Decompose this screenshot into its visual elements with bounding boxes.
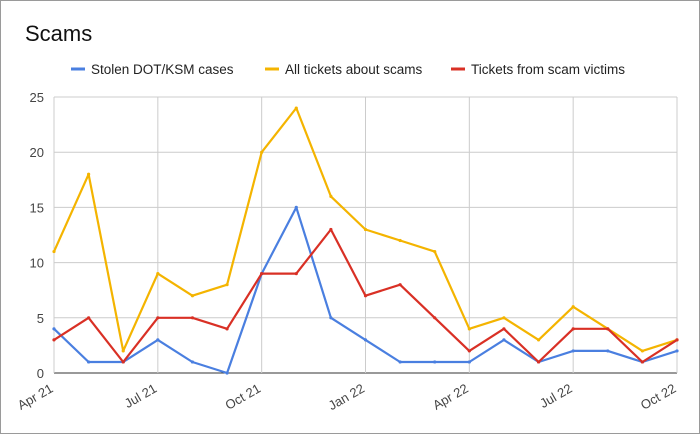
legend-label: All tickets about scams — [285, 62, 423, 77]
data-point — [52, 338, 56, 342]
data-point — [433, 249, 437, 254]
data-point — [121, 360, 125, 364]
data-point — [87, 360, 91, 364]
data-point — [640, 349, 644, 353]
data-point — [571, 327, 575, 331]
x-tick-label: Apr 22 — [430, 381, 471, 413]
data-point — [121, 349, 125, 353]
legend-label: Stolen DOT/KSM cases — [91, 62, 234, 77]
data-point — [398, 238, 402, 243]
data-point — [190, 360, 195, 364]
x-tick-label: Apr 21 — [15, 381, 56, 413]
data-point — [606, 327, 610, 331]
data-point — [260, 272, 264, 276]
data-point — [52, 327, 56, 331]
data-point — [467, 327, 471, 331]
legend-label: Tickets from scam victims — [471, 62, 625, 77]
data-point — [225, 327, 229, 331]
data-point — [363, 294, 368, 298]
data-point — [502, 338, 506, 342]
x-tick-label: Jul 21 — [122, 381, 160, 411]
x-tick-label: Jul 22 — [537, 381, 575, 411]
data-point — [502, 316, 506, 320]
x-tick-label: Jan 22 — [326, 381, 367, 414]
y-tick-label: 20 — [30, 145, 44, 160]
data-point — [433, 316, 437, 320]
data-point — [363, 227, 368, 232]
data-point — [52, 249, 56, 254]
data-point — [571, 349, 575, 353]
data-point — [190, 294, 195, 298]
chart-title: Scams — [25, 21, 93, 46]
x-tick-label: Oct 21 — [223, 381, 264, 413]
data-point — [467, 349, 471, 353]
data-point — [156, 272, 160, 276]
data-point — [87, 172, 91, 176]
y-tick-label: 15 — [30, 200, 44, 215]
data-point — [156, 316, 160, 320]
data-point — [363, 338, 368, 342]
data-point — [329, 316, 333, 320]
data-point — [640, 360, 644, 364]
y-tick-label: 10 — [30, 256, 44, 271]
data-point — [225, 283, 229, 287]
data-point — [294, 205, 298, 209]
data-point — [156, 338, 160, 342]
data-point — [398, 283, 402, 287]
data-point — [536, 360, 541, 364]
data-point — [502, 327, 506, 331]
data-point — [571, 305, 575, 309]
data-point — [433, 360, 437, 364]
data-point — [329, 194, 333, 198]
data-point — [294, 272, 298, 276]
data-point — [190, 316, 195, 320]
data-point — [329, 227, 333, 232]
y-tick-label: 25 — [30, 90, 44, 105]
data-point — [260, 150, 264, 154]
data-point — [398, 360, 402, 364]
data-point — [467, 360, 471, 364]
data-point — [675, 338, 679, 342]
data-point — [87, 316, 91, 320]
y-tick-label: 0 — [37, 366, 44, 381]
data-point — [536, 338, 541, 342]
x-tick-label: Oct 22 — [638, 381, 679, 413]
data-point — [225, 371, 229, 375]
data-point — [294, 106, 298, 110]
y-tick-label: 5 — [37, 311, 44, 326]
data-point — [675, 349, 679, 353]
data-point — [606, 349, 610, 353]
